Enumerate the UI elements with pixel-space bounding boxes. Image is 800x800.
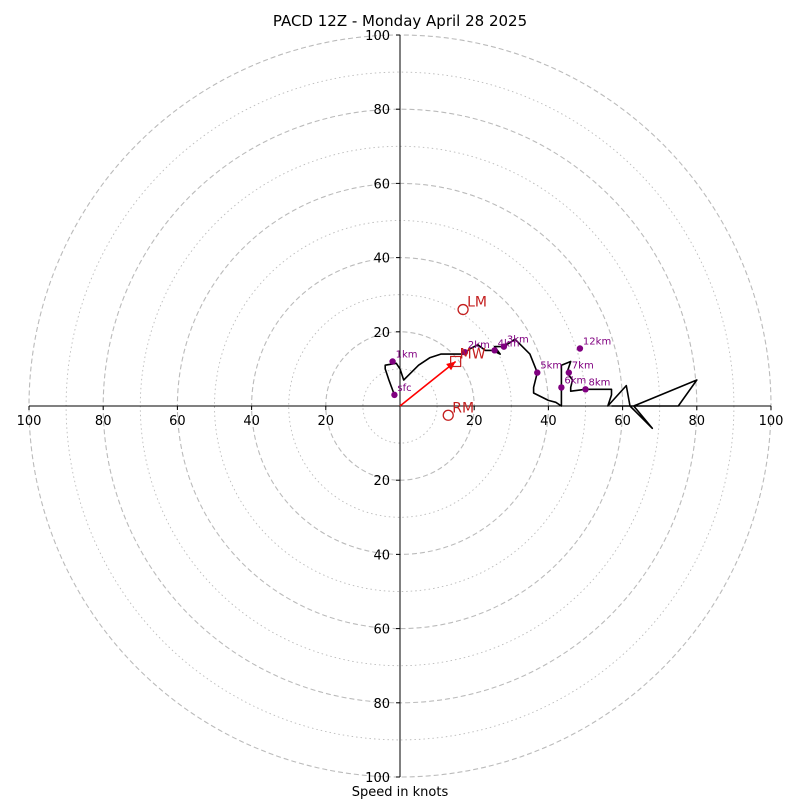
y-tick-label: 60: [373, 177, 390, 192]
level-label: 1km: [396, 349, 418, 360]
level-marker: [582, 386, 589, 393]
tick-labels: 100 80 60 40 20 20 40 60 80 100 100 80 60 40 20 20 40 60 8…: [17, 29, 784, 786]
y-tick-label: 100: [365, 771, 390, 786]
y-tick-label: 40: [373, 548, 390, 563]
level-label: 8km: [589, 377, 611, 388]
chart-title: PACD 12Z - Monday April 28 2025: [273, 12, 527, 30]
level-marker: [491, 347, 498, 354]
level-label: 5km: [540, 361, 562, 372]
level-marker: [461, 349, 469, 356]
level-label: 12km: [583, 336, 611, 347]
level-label: 7km: [572, 361, 594, 372]
storm-marker-label: RM: [452, 400, 474, 416]
storm-marker-square: [450, 355, 462, 368]
level-marker: [565, 369, 573, 376]
level-marker: [500, 343, 508, 350]
level-marker: [576, 345, 584, 352]
y-tick-label: 60: [373, 623, 390, 638]
x-tick-label: 80: [689, 414, 706, 429]
level-marker: [534, 369, 541, 376]
level-marker: [558, 384, 565, 391]
x-tick-label: 40: [243, 414, 260, 429]
x-tick-label: 60: [169, 414, 186, 429]
y-tick-label: 80: [373, 697, 390, 712]
hodograph-trace: [384, 338, 698, 430]
level-marker: [391, 391, 398, 399]
x-tick-label: 60: [614, 414, 631, 429]
storm-marker-circle: [442, 409, 454, 421]
storm-marker-circle: [457, 303, 469, 316]
y-tick-label: 40: [373, 252, 390, 267]
x-tick-label: 80: [95, 414, 112, 429]
hodograph-line: [384, 338, 698, 430]
level-marker: [389, 358, 396, 365]
level-label: 4km: [498, 338, 520, 349]
x-tick-label: 20: [318, 414, 335, 429]
storm-marker-label: LM: [467, 295, 487, 311]
x-tick-label: 40: [540, 414, 557, 429]
x-tick-label: 20: [466, 414, 483, 429]
level-label: 2km: [468, 340, 490, 351]
mean-wind-arrow-shaft: [399, 360, 457, 407]
level-label: 3km: [507, 335, 529, 346]
storm-marker-label: MW: [460, 346, 486, 362]
level-label: sfc: [397, 383, 411, 394]
y-tick-label: 20: [373, 474, 390, 489]
x-tick-label: 100: [17, 414, 42, 429]
x-tick-label: 100: [759, 414, 784, 429]
y-tick-label: 20: [373, 326, 390, 341]
storm-motion-markers: LM RM MW: [442, 295, 487, 421]
level-label: 6km: [564, 375, 586, 386]
y-tick-label: 100: [365, 29, 390, 44]
x-axis-label: Speed in knots: [352, 785, 449, 800]
y-tick-label: 80: [373, 103, 390, 118]
